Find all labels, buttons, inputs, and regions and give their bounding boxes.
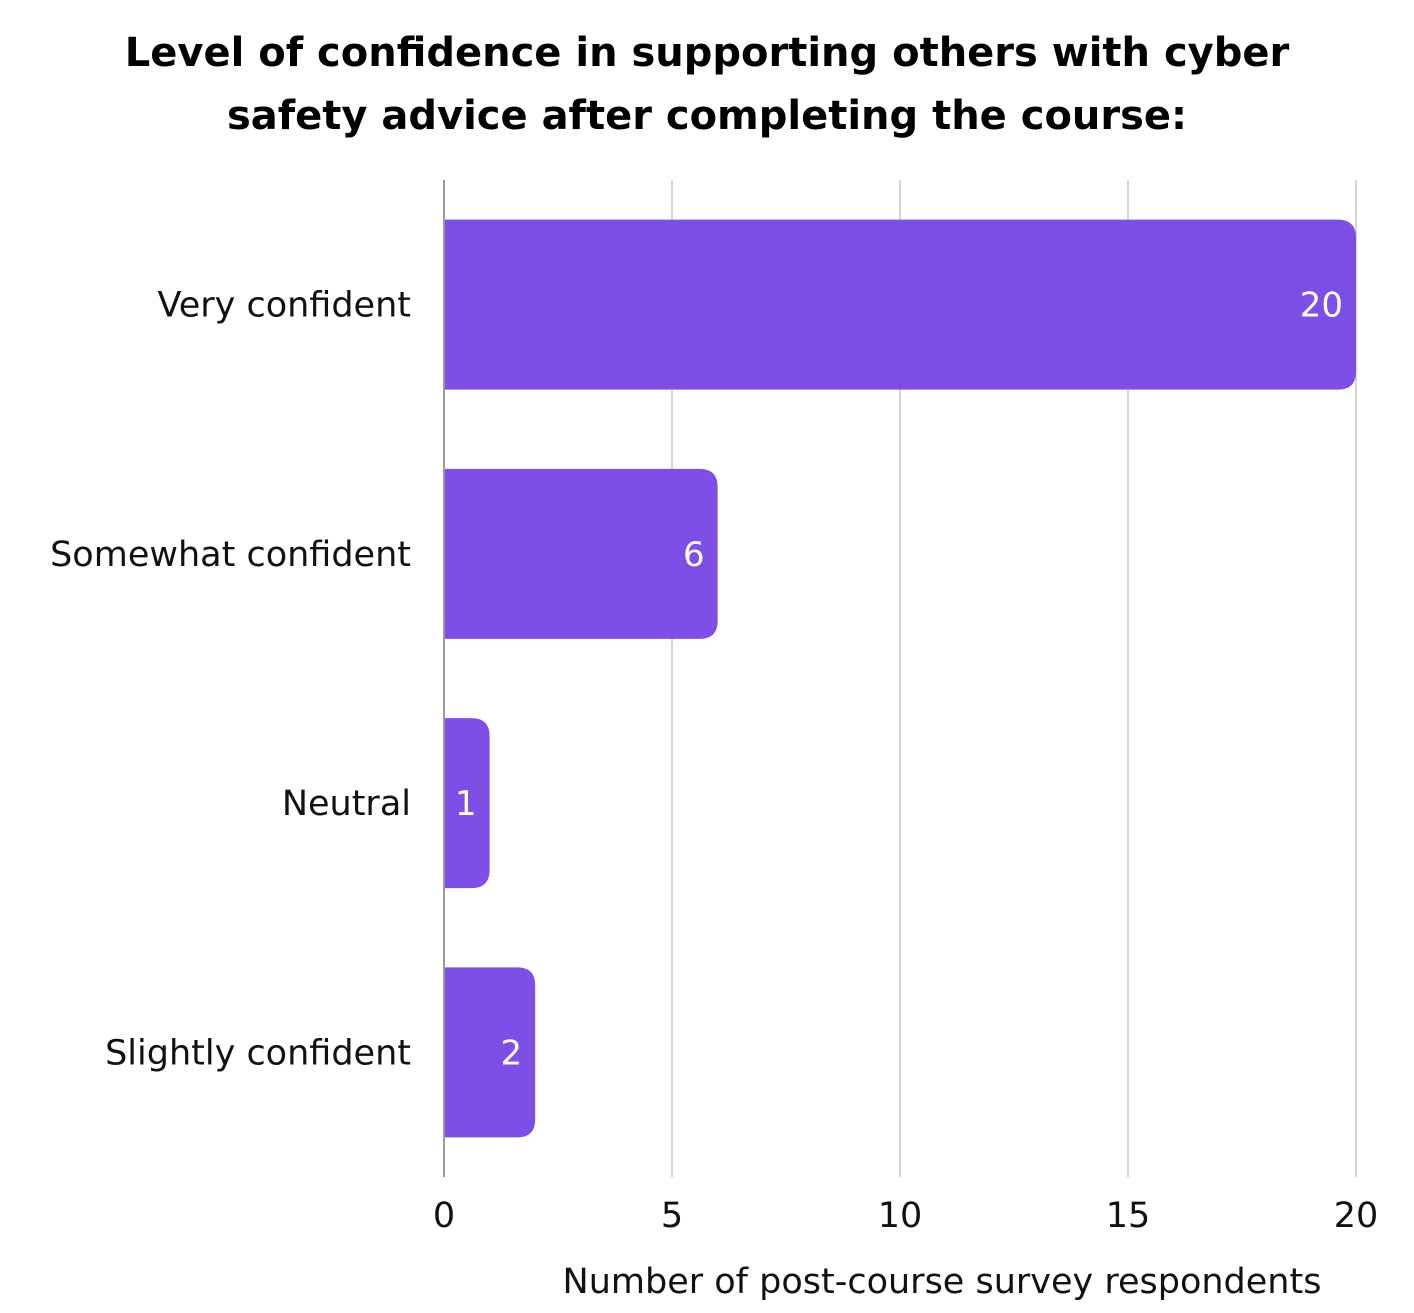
bar-very-confident (444, 219, 1356, 390)
category-label-0: Very confident (157, 286, 411, 326)
chart-title-line-1: Level of confidence in supporting others… (124, 30, 1290, 76)
bar-slightly-confident (444, 967, 536, 1138)
chart-title: Level of confidence in supporting others… (0, 22, 1414, 148)
bars (444, 219, 1356, 1138)
chart-title-line-2: safety advice after completing the cours… (226, 93, 1188, 139)
bar-somewhat-confident (444, 468, 718, 639)
data-label-1: 6 (683, 535, 705, 575)
x-axis-title: Number of post-course survey respondents (563, 1262, 1322, 1302)
data-label-2: 1 (455, 784, 477, 824)
bar-neutral (444, 718, 490, 889)
data-label-3: 2 (501, 1033, 523, 1073)
x-tick-label-10: 10 (878, 1196, 923, 1236)
x-tick-label-0: 0 (433, 1196, 455, 1236)
x-tick-label-5: 5 (661, 1196, 683, 1236)
data-label-0: 20 (1300, 286, 1343, 326)
category-label-2: Neutral (282, 784, 411, 824)
category-label-3: Slightly confident (105, 1033, 411, 1073)
x-tick-label-20: 20 (1334, 1196, 1379, 1236)
x-tick-label-15: 15 (1106, 1196, 1151, 1236)
category-label-1: Somewhat confident (50, 535, 411, 575)
